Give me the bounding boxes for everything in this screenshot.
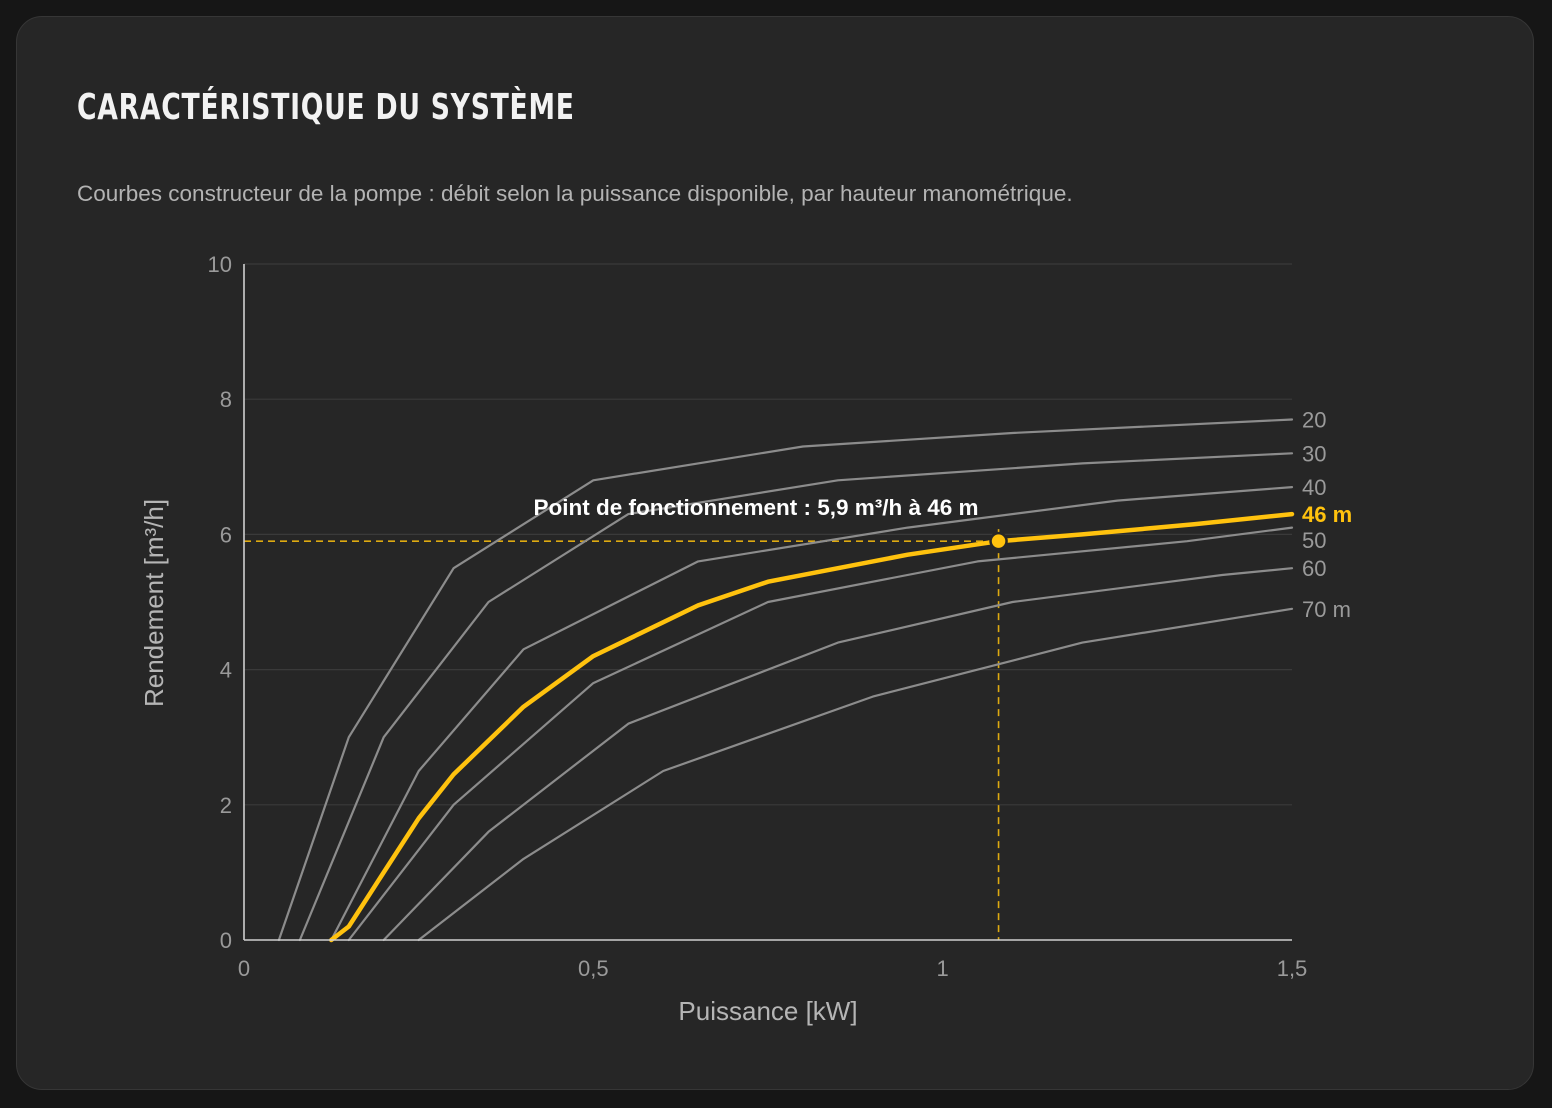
y-axis-title: Rendement [m³/h]	[139, 499, 169, 707]
chart-card: CARACTÉRISTIQUE DU SYSTÈME Courbes const…	[16, 16, 1534, 1090]
head-curve	[382, 567, 1294, 942]
x-tick-label: 1	[937, 956, 949, 981]
head-curve	[347, 526, 1294, 942]
series-label-highlight: 46 m	[1302, 502, 1352, 527]
series-label: 50	[1302, 528, 1326, 553]
series-label: 20	[1302, 407, 1326, 432]
head-curve	[417, 607, 1294, 942]
y-tick-label: 6	[220, 522, 232, 547]
y-tick-label: 8	[220, 387, 232, 412]
tick-labels: 0 2 4 6 8 10 0 0,5 1 1,5	[208, 252, 1308, 981]
y-tick-label: 10	[208, 252, 232, 277]
operating-point-guides	[244, 529, 1000, 940]
head-curve	[277, 418, 1294, 942]
card-title: CARACTÉRISTIQUE DU SYSTÈME	[77, 87, 575, 128]
axes	[243, 264, 1292, 941]
grid-lines	[244, 263, 1292, 806]
head-curve	[330, 486, 1294, 942]
series-label: 60	[1302, 556, 1326, 581]
series-label: 40	[1302, 475, 1326, 500]
card-subtitle: Courbes constructeur de la pompe : débit…	[77, 181, 1073, 206]
head-curve	[298, 452, 1294, 942]
x-tick-label: 0	[238, 956, 250, 981]
y-tick-label: 4	[220, 658, 232, 683]
curves	[277, 418, 1295, 943]
series-label: 70 m	[1302, 597, 1351, 622]
highlighted-curve	[329, 511, 1295, 943]
operating-point-marker	[989, 531, 1008, 551]
operating-point-label: Point de fonctionnement : 5,9 m³/h à 46 …	[533, 495, 978, 520]
series-label: 30	[1302, 441, 1326, 466]
y-tick-label: 0	[220, 928, 232, 953]
y-tick-label: 2	[220, 793, 232, 818]
x-tick-label: 0,5	[578, 956, 609, 981]
x-axis-title: Puissance [kW]	[678, 996, 857, 1026]
x-tick-label: 1,5	[1277, 956, 1308, 981]
annotation: Point de fonctionnement : 5,9 m³/h à 46 …	[533, 495, 1008, 551]
